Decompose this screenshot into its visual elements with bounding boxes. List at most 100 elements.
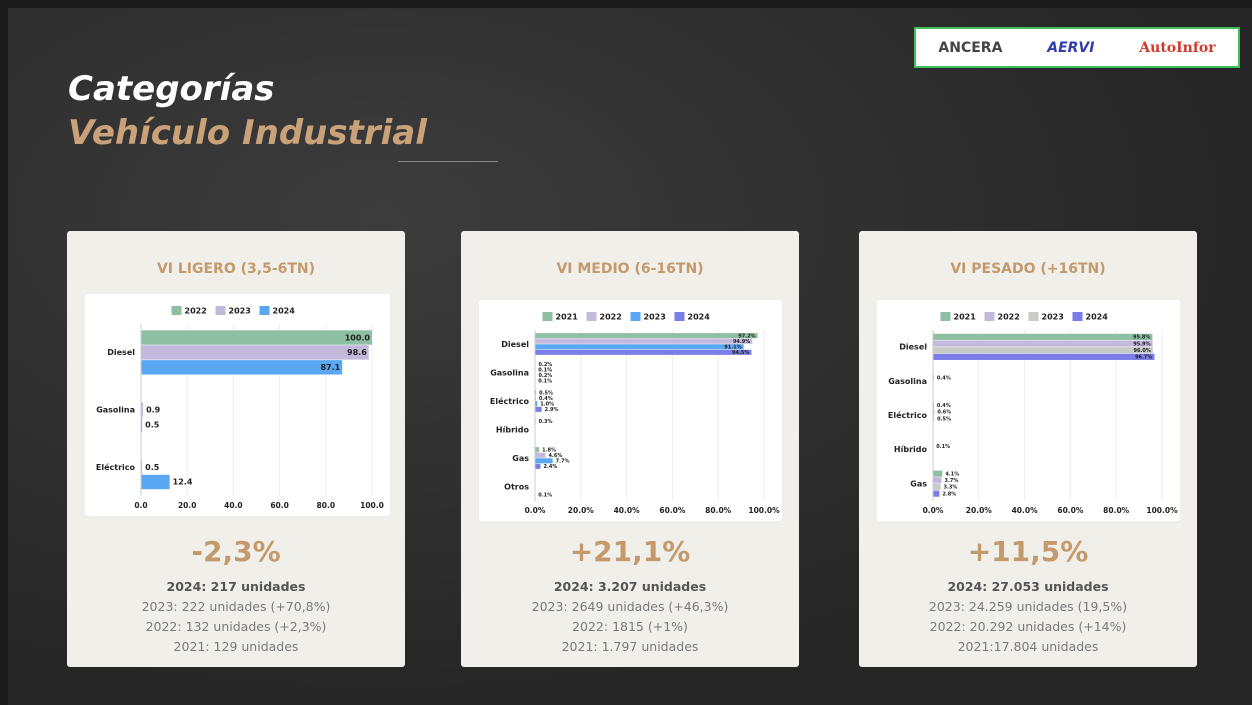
x-tick-label: 80.0% <box>705 506 732 515</box>
data-label: 4.1% <box>945 471 959 477</box>
legend-swatch <box>259 306 270 315</box>
logo: AERVI <box>1047 39 1095 56</box>
x-tick-label: 80.0% <box>1103 506 1130 515</box>
slide: Categorías Vehículo Industrial ANCERA AE… <box>8 8 1252 705</box>
data-label: 0.6% <box>937 410 951 416</box>
bar <box>141 330 372 345</box>
bar <box>933 483 941 491</box>
x-tick-label: 20.0% <box>568 506 595 515</box>
data-label: 91.1% <box>724 345 741 351</box>
x-tick-label: 100.0 <box>360 501 384 510</box>
chart-panel: 2021 2022 2023 2024 0.0% 20.0% 40.0% 60.0% 80.0%… <box>877 300 1180 521</box>
bar <box>933 353 1155 360</box>
data-label: 0.1% <box>936 444 950 450</box>
legend-label: 2024 <box>688 313 711 322</box>
unit-line: 2024: 27.053 unidades <box>947 579 1109 594</box>
x-tick-label: 60.0% <box>1057 506 1084 515</box>
data-label: 95.8% <box>1133 335 1150 341</box>
legend-label: 2022 <box>600 313 622 322</box>
category-label: Gas <box>512 454 529 463</box>
data-label: 3.7% <box>944 478 958 484</box>
legend-swatch <box>215 306 226 315</box>
data-label: 1.8% <box>542 447 556 453</box>
legend-label: 2021 <box>556 313 579 322</box>
change: +21,1% <box>569 535 691 568</box>
chart-panel: 2022 2023 2024 0.0 20.0 40.0 60.0 80.0 100.0 Dies… <box>85 294 390 516</box>
card-title: VI LIGERO (3,5-6TN) <box>156 261 316 277</box>
legend-swatch <box>542 312 553 321</box>
data-label: 98.6 <box>347 348 367 357</box>
data-label: 0.4% <box>539 396 553 402</box>
data-label: 2.8% <box>942 491 956 497</box>
bar <box>535 447 540 453</box>
slide-subtitle: Vehículo Industrial <box>68 113 427 153</box>
data-label: 94.5% <box>732 350 749 356</box>
data-label: 12.4 <box>173 478 193 487</box>
bar <box>141 402 144 417</box>
data-label: 100.0 <box>345 333 371 342</box>
legend-label: 2024 <box>273 307 296 316</box>
data-label: 96.0% <box>1133 348 1150 354</box>
x-tick-label: 100.0% <box>1146 506 1178 515</box>
category-label: Eléctrico <box>96 462 136 472</box>
bar <box>535 344 744 350</box>
x-tick-label: 0.0% <box>923 506 944 515</box>
bar <box>535 338 753 344</box>
legend-swatch <box>630 312 641 321</box>
chart: 2021 2022 2023 2024 0.0% 20.0% 40.0% 60.0% 80.0%… <box>490 312 780 515</box>
category-label: Gasolina <box>96 406 135 415</box>
x-tick-label: 60.0% <box>659 506 686 515</box>
data-label: 0.2% <box>538 373 552 379</box>
data-label: 0.9 <box>146 406 161 415</box>
chart: 2021 2022 2023 2024 0.0% 20.0% 40.0% 60.0% 80.0%… <box>888 312 1178 515</box>
x-tick-label: 80.0 <box>317 501 336 510</box>
logo: ANCERA <box>938 39 1003 56</box>
category-label: Diesel <box>899 343 927 352</box>
legend-swatch <box>1072 312 1083 321</box>
bar <box>933 333 1153 340</box>
data-label: 2.9% <box>545 407 559 413</box>
data-label: 4.6% <box>549 453 563 459</box>
bar <box>141 459 143 475</box>
data-label: 94.9% <box>733 339 750 345</box>
unit-line: 2023: 24.259 unidades (19,5%) <box>928 599 1128 614</box>
x-tick-label: 40.0 <box>224 501 243 510</box>
legend-label: 2024 <box>1086 313 1109 322</box>
x-tick-label: 0.0% <box>525 506 546 515</box>
data-label: 0.1% <box>538 493 552 499</box>
category-label: Eléctrico <box>490 396 530 406</box>
legend-swatch <box>984 312 995 321</box>
x-tick-label: 20.0% <box>966 506 993 515</box>
data-label: 97.2% <box>738 333 755 339</box>
unit-line: 2021: 129 unidades <box>173 639 299 654</box>
data-label: 96.7% <box>1135 355 1152 361</box>
data-label: 95.9% <box>1133 341 1150 347</box>
bar <box>535 390 537 396</box>
data-label: 3.3% <box>944 485 958 491</box>
legend-label: 2022 <box>185 307 207 316</box>
unit-line: 2022: 20.292 unidades (+14%) <box>929 619 1127 634</box>
change: -2,3% <box>191 535 281 568</box>
data-label: 0.5 <box>145 420 160 429</box>
bar <box>535 463 541 469</box>
unit-lines: 2024: 27.053 unidades 2023: 24.259 unida… <box>859 577 1197 657</box>
bar <box>933 347 1153 354</box>
x-tick-label: 60.0 <box>270 501 289 510</box>
bar <box>141 360 343 375</box>
unit-line: 2023: 222 unidades (+70,8%) <box>141 599 331 614</box>
bar <box>141 474 170 490</box>
bar <box>535 452 546 458</box>
card-title: VI PESADO (+16TN) <box>950 261 1106 277</box>
logo: AutoInfor <box>1139 39 1216 56</box>
data-label: 0.1% <box>538 379 552 385</box>
legend-label: 2023 <box>644 313 666 322</box>
data-label: 7.7% <box>556 459 570 465</box>
legend-swatch <box>171 306 182 315</box>
card-title: VI MEDIO (6-16TN) <box>556 261 704 277</box>
unit-line: 2024: 3.207 unidades <box>553 579 707 594</box>
category-label: Diesel <box>107 348 135 357</box>
data-label: 2.4% <box>543 464 557 470</box>
data-label: 0.5 <box>145 463 160 472</box>
category-label: Gas <box>910 479 927 488</box>
x-tick-label: 40.0% <box>1012 506 1039 515</box>
